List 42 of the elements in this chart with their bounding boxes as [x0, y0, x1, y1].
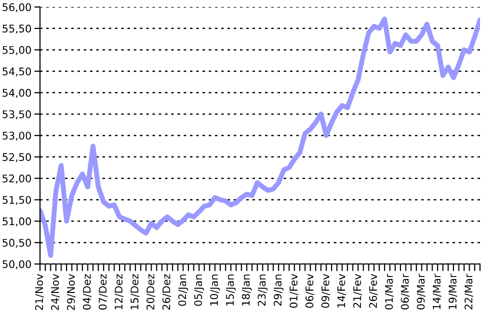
x-tick-label: 02/Jan	[178, 274, 188, 306]
y-tick-label: 54,50	[2, 67, 31, 76]
line-series	[40, 16, 480, 258]
x-tick-label: 14/Mar	[432, 274, 442, 309]
y-tick-label: 54,00	[2, 88, 31, 98]
x-tick-label: 21/Fev	[353, 274, 362, 308]
x-tick-label: 09/Fev	[321, 274, 330, 308]
x-tick-label: 24/Nov	[51, 274, 60, 310]
y-tick-label: 53,00	[2, 132, 31, 141]
x-tick-label: 22/Mar	[464, 274, 474, 310]
y-tick-label: 55,00	[2, 46, 31, 55]
y-tick-label: 50,00	[2, 260, 31, 270]
x-tick-label: 19/Mar	[448, 274, 458, 309]
x-tick-label: 15/Jan	[226, 274, 236, 306]
x-tick-label: 23/Jan	[258, 274, 268, 306]
x-tick-label: 21/Nov	[35, 274, 44, 310]
x-tick-label: 12/Dez	[114, 274, 124, 310]
x-tick-label: 14/Fev	[337, 274, 346, 308]
y-tick-label: 50,50	[2, 238, 31, 248]
x-tick-label: 10/Jan	[210, 274, 220, 306]
x-tick-label: 06/Mar	[400, 274, 410, 310]
y-tick-label: 53,50	[2, 110, 31, 120]
x-tick-label: 20/Dez	[146, 274, 156, 310]
x-tick-label: 04/Dez	[82, 274, 92, 310]
x-tick-label: 29/Nov	[66, 274, 76, 310]
x-tick-label: 01/Fev	[290, 274, 298, 308]
x-tick-label: 15/Dez	[130, 274, 140, 310]
x-tick-label: 05/Jan	[194, 274, 204, 306]
x-tick-label: 26/Dez	[162, 274, 172, 310]
x-tick-label: 26/Fev	[369, 274, 378, 308]
y-tick-label: 51,00	[2, 217, 31, 226]
y-tick-label: 52,50	[2, 153, 31, 162]
x-tick-label: 07/Dez	[98, 274, 108, 310]
x-tick-label: 18/Jan	[242, 274, 252, 306]
x-tick-label: 29/Jan	[274, 274, 284, 306]
x-tick-label: 06/Fev	[306, 274, 314, 308]
y-tick-label: 51,50	[2, 196, 31, 205]
x-tick-label: 01/Mar	[385, 274, 394, 310]
y-tick-label: 55,50	[2, 24, 31, 34]
x-tick-label: 09/Mar	[416, 274, 426, 310]
y-tick-label: 52,00	[2, 174, 31, 184]
y-tick-label: 56,00	[2, 3, 31, 12]
